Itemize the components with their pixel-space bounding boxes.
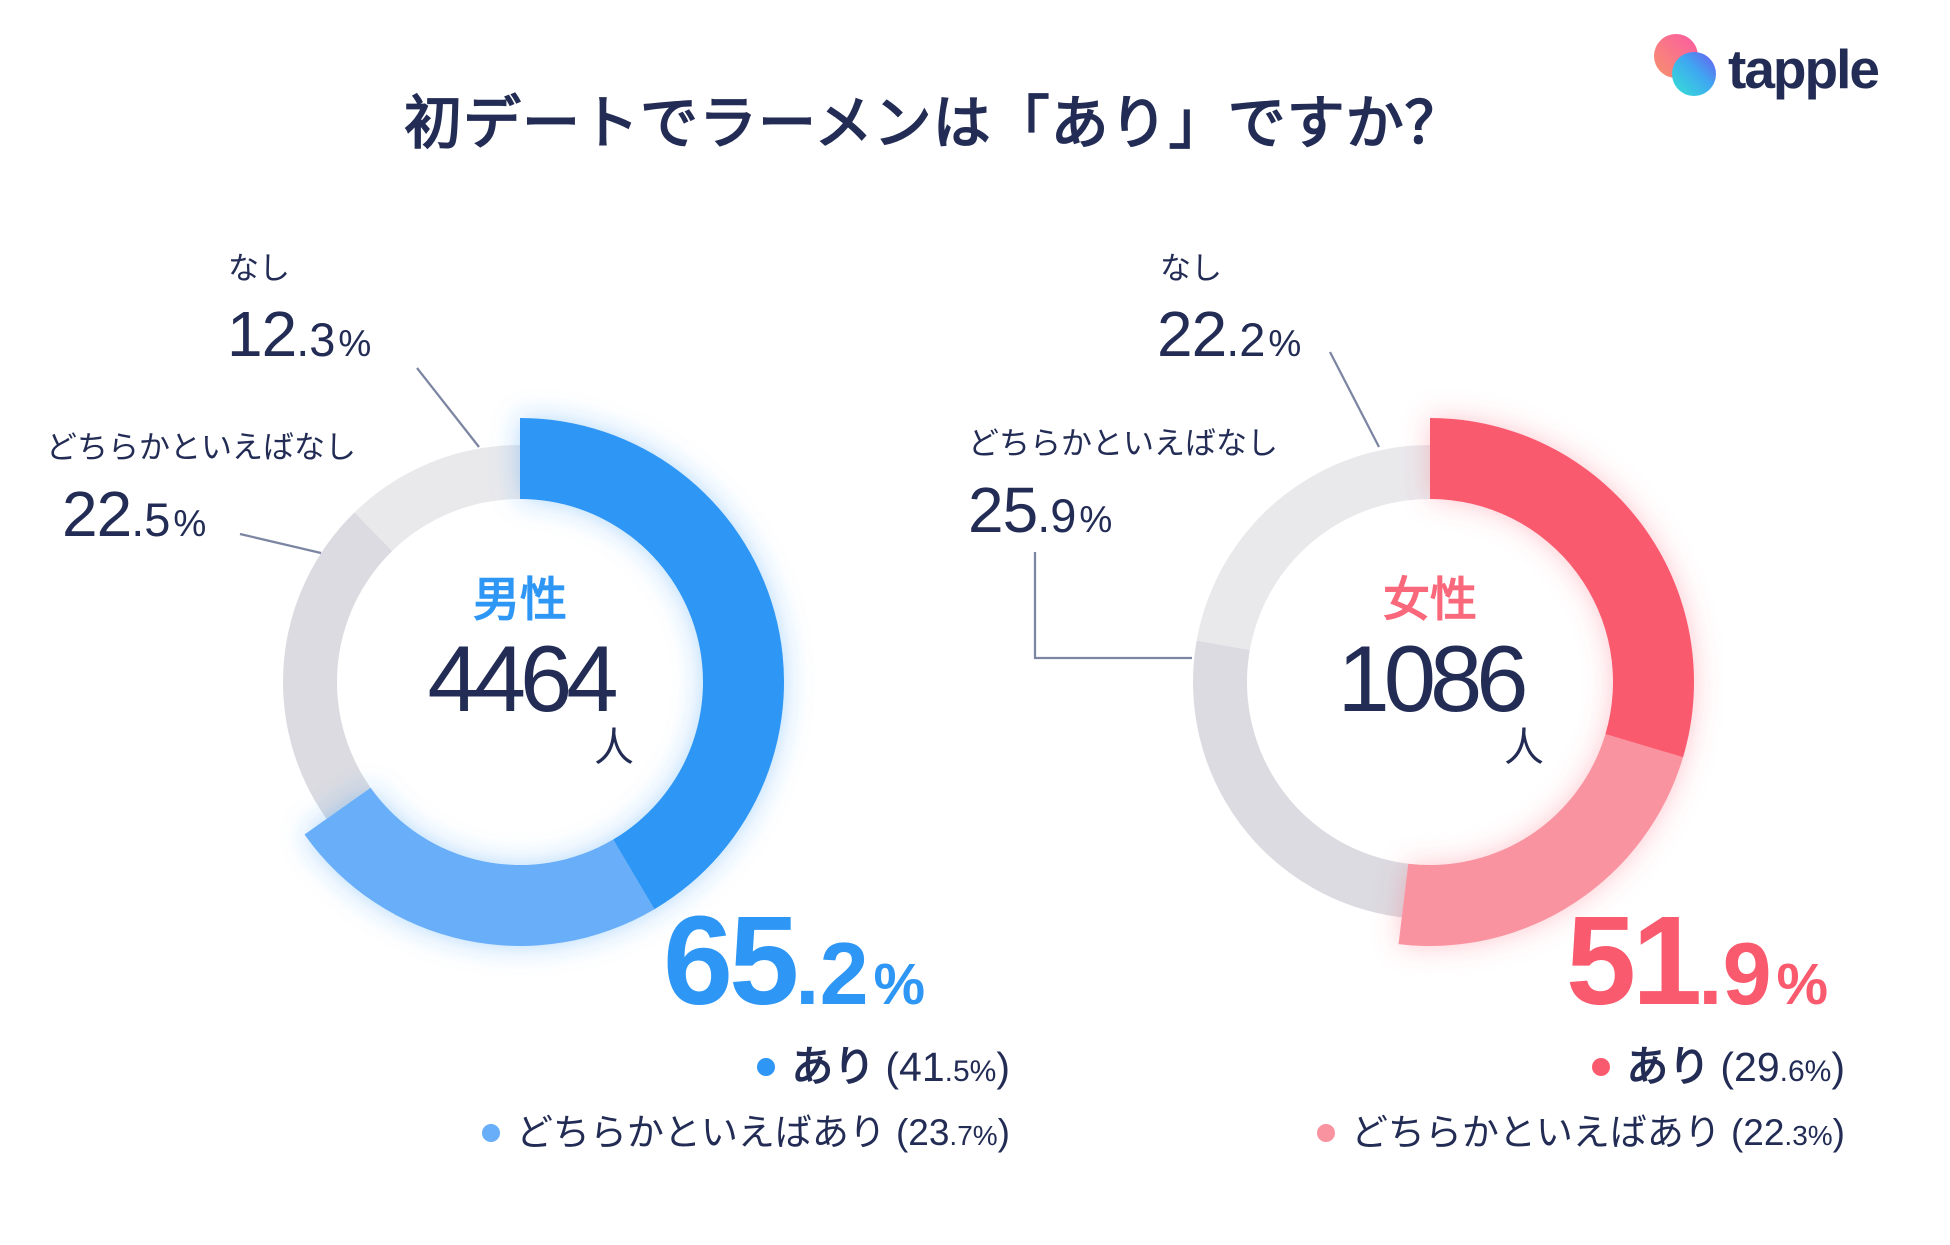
page-title: 初デートでラーメンは「あり」ですか？ [404, 91, 1464, 156]
legend-dot-ari-icon [757, 1058, 776, 1076]
value-pct: % [1079, 499, 1113, 540]
value-main: 25 [968, 474, 1038, 546]
male-nashi-leader-line [416, 367, 480, 448]
legend-p3: ) [997, 1112, 1010, 1153]
male-center-count: 4464 [427, 626, 618, 731]
value-dec: .2 [1226, 313, 1266, 366]
value-pct: % [1268, 323, 1302, 364]
female-center-count: 1086 [1337, 626, 1528, 731]
legend-dot-ari-icon [1592, 1058, 1611, 1076]
total-dec: .2 [795, 924, 869, 1023]
legend-p1: (29 [1720, 1044, 1780, 1090]
legend-label: あり [791, 1043, 876, 1090]
tapple-logo: tapple [1652, 28, 1912, 104]
male-legend-ari: あり (41.5%) [350, 1046, 1010, 1088]
value-main: 22 [62, 478, 132, 550]
logo-circle-blue-icon [1672, 52, 1716, 96]
male-dochira-nashi-leader-line [239, 532, 322, 555]
female-callout-dochira-nashi-label: どちらかといえばなし [968, 426, 1278, 461]
female-legend-dochira-ari: どちらかといえばあり (22.3%) [1185, 1114, 1845, 1151]
legend-label: どちらかといえばあり [515, 1112, 886, 1153]
female-center-unit: 人 [1504, 726, 1544, 770]
female-total-percent: 51.9% [1566, 898, 1828, 1024]
male-callout-nashi-label: なし [228, 251, 290, 286]
male-center-gender: 男性 [473, 573, 567, 626]
value-pct: % [173, 503, 207, 544]
total-pct: % [873, 952, 926, 1017]
donut-segment-female-2 [1193, 640, 1409, 918]
legend-p3: ) [1832, 1112, 1845, 1153]
total-dec: .9 [1698, 924, 1772, 1023]
female-legend-ari: あり (29.6%) [1185, 1046, 1845, 1088]
legend-p3: ) [996, 1044, 1010, 1090]
total-main: 51 [1566, 890, 1702, 1031]
donut-segment-male-3 [354, 445, 520, 551]
legend-p2: .3% [1784, 1120, 1833, 1151]
legend-p3: ) [1831, 1044, 1845, 1090]
female-callout-nashi-label: なし [1160, 251, 1222, 286]
legend-p2: .7% [949, 1120, 998, 1151]
female-callout-nashi-value: 22.2% [1157, 302, 1301, 366]
total-main: 65 [663, 890, 799, 1031]
total-pct: % [1776, 952, 1829, 1017]
male-callout-nashi-value: 12.3% [227, 302, 371, 366]
female-center-gender: 女性 [1383, 573, 1477, 626]
male-legend-dochira-ari: どちらかといえばあり (23.7%) [350, 1114, 1010, 1151]
female-nashi-leader-line [1329, 351, 1380, 448]
value-dec: .3 [296, 313, 336, 366]
male-center-unit: 人 [594, 726, 634, 770]
legend-p1: (23 [895, 1112, 950, 1153]
logo-wordmark: tapple [1728, 38, 1880, 100]
legend-p2: .5% [944, 1055, 997, 1088]
legend-p1: (41 [885, 1044, 945, 1090]
male-total-percent: 65.2% [663, 898, 925, 1024]
donut-segment-male-2 [282, 512, 393, 819]
legend-percent: (29.6%) [1720, 1047, 1845, 1088]
donut-segment-male-0 [520, 418, 785, 910]
value-main: 12 [227, 298, 297, 370]
value-dec: .9 [1037, 489, 1077, 542]
legend-percent: (41.5%) [885, 1047, 1010, 1088]
legend-p1: (22 [1730, 1112, 1785, 1153]
legend-dot-dochira-ari-icon [481, 1123, 500, 1142]
male-callout-dochira-nashi-label: どちらかといえばなし [46, 430, 356, 465]
legend-dot-dochira-ari-icon [1316, 1123, 1335, 1142]
value-pct: % [338, 323, 372, 364]
donut-segment-female-1 [1398, 734, 1684, 946]
value-main: 22 [1157, 298, 1227, 370]
value-dec: .5 [131, 493, 171, 546]
male-callout-dochira-nashi-value: 22.5% [62, 482, 206, 546]
legend-percent: (22.3%) [1731, 1114, 1845, 1151]
female-callout-dochira-nashi-value: 25.9% [968, 478, 1112, 542]
legend-p2: .6% [1779, 1055, 1832, 1088]
female-dochira-nashi-leader-line [1033, 552, 1192, 660]
donut-segment-male-1 [304, 787, 655, 947]
legend-label: あり [1626, 1043, 1711, 1090]
donut-segment-female-3 [1196, 445, 1430, 650]
donut-segment-female-0 [1430, 418, 1695, 758]
legend-percent: (23.7%) [896, 1114, 1010, 1151]
legend-label: どちらかといえばあり [1350, 1112, 1721, 1153]
